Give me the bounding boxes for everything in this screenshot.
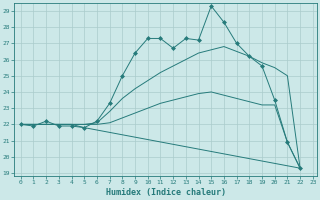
X-axis label: Humidex (Indice chaleur): Humidex (Indice chaleur) bbox=[106, 188, 226, 197]
